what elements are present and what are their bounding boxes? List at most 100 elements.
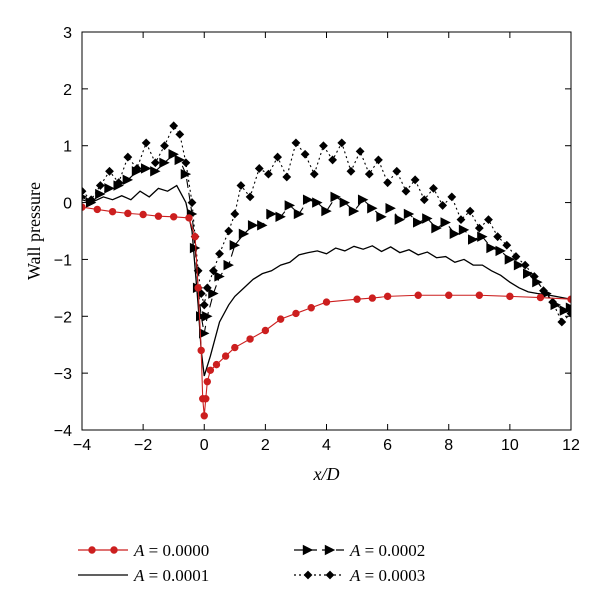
data-point <box>541 288 552 299</box>
data-point <box>197 346 205 355</box>
data-point <box>495 245 506 257</box>
legend-marker <box>110 546 118 554</box>
data-point <box>429 183 438 193</box>
data-point <box>506 292 514 301</box>
data-point <box>168 149 179 160</box>
data-point <box>438 201 448 210</box>
y-tick-label: 1 <box>63 139 72 156</box>
data-point <box>141 138 151 148</box>
data-point <box>321 205 332 217</box>
data-point <box>368 294 377 302</box>
data-point <box>282 172 292 182</box>
data-point <box>523 268 534 279</box>
data-point <box>557 317 567 327</box>
data-point <box>419 195 429 205</box>
data-point <box>401 186 411 196</box>
legend-marker <box>88 546 96 554</box>
series-line <box>82 153 571 334</box>
data-point <box>300 149 310 159</box>
data-point <box>458 224 470 236</box>
data-point <box>367 203 378 214</box>
legend-var: A <box>133 541 145 560</box>
data-point <box>104 183 115 194</box>
y-axis-label: Wall pressure <box>24 182 44 280</box>
data-point <box>292 309 300 318</box>
data-point <box>364 169 374 179</box>
data-point <box>175 129 185 139</box>
data-point <box>566 309 571 318</box>
data-point <box>214 271 225 282</box>
data-point <box>456 215 466 225</box>
data-point <box>532 276 543 288</box>
data-point <box>309 169 319 179</box>
data-point <box>376 211 387 222</box>
legend-marker <box>325 570 335 580</box>
data-point <box>221 352 230 360</box>
legend-var: A <box>349 541 361 560</box>
series-line <box>82 184 571 377</box>
data-point <box>191 232 199 241</box>
data-point <box>229 240 241 251</box>
data-point <box>139 210 147 219</box>
legend-label: A = 0.0001 <box>133 566 209 585</box>
plot-area <box>82 121 571 420</box>
data-point <box>169 213 178 221</box>
data-point <box>328 155 338 165</box>
series-line <box>82 124 571 323</box>
data-point <box>185 214 193 222</box>
legend-var: A <box>133 566 145 585</box>
series-0 <box>82 203 571 420</box>
data-point <box>449 228 461 240</box>
data-point <box>206 366 215 374</box>
data-point <box>493 232 503 242</box>
data-point <box>502 240 512 250</box>
data-point <box>504 254 516 265</box>
data-point <box>180 168 192 180</box>
data-point <box>355 147 365 156</box>
data-point <box>536 293 545 302</box>
x-axis-label: x/D <box>313 464 340 484</box>
data-point <box>529 272 539 281</box>
data-point <box>474 223 484 233</box>
data-point <box>254 164 264 173</box>
data-point <box>95 181 105 190</box>
data-point <box>273 152 282 162</box>
data-point <box>223 259 234 271</box>
data-point <box>82 186 87 196</box>
data-point <box>565 302 571 313</box>
data-point <box>140 163 152 174</box>
data-point <box>150 158 160 168</box>
data-point <box>247 220 259 231</box>
data-point <box>374 155 383 165</box>
data-point <box>412 217 424 228</box>
data-point <box>484 215 493 225</box>
legend-marker <box>302 544 314 556</box>
legend-value: = 0.0003 <box>360 566 425 585</box>
y-tick-label: −4 <box>54 423 72 440</box>
data-point <box>189 242 201 254</box>
data-point <box>159 157 170 168</box>
data-point <box>353 295 361 303</box>
x-tick-label: 2 <box>261 437 270 454</box>
legend-entry: A = 0.0001 <box>78 566 209 585</box>
legend-marker <box>303 570 313 580</box>
y-tick-label: −2 <box>54 309 72 326</box>
data-point <box>394 214 406 225</box>
data-point <box>465 206 475 216</box>
legend-entry: A = 0.0003 <box>294 566 425 585</box>
data-point <box>160 141 169 151</box>
x-tick-label: 6 <box>383 437 392 454</box>
data-point <box>199 300 209 310</box>
y-tick-label: 0 <box>63 196 72 213</box>
data-point <box>414 291 422 299</box>
data-point <box>245 192 255 202</box>
x-tick-label: 4 <box>322 437 331 454</box>
data-point <box>477 231 488 242</box>
data-point <box>150 166 161 177</box>
data-point <box>284 200 296 211</box>
data-point <box>261 326 270 335</box>
data-point <box>337 138 347 148</box>
data-point <box>468 234 479 245</box>
data-point <box>132 164 142 173</box>
